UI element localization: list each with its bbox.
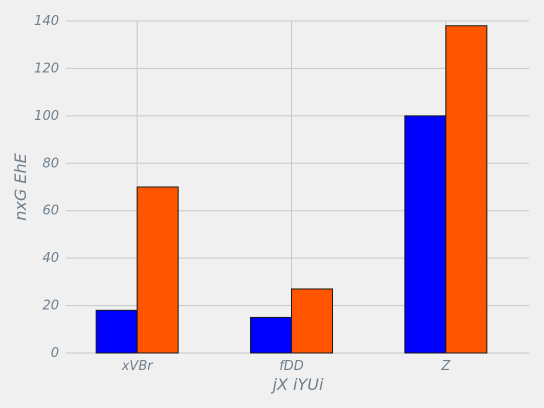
y-tick-label: 60	[42, 204, 59, 219]
y-tick-label: 120	[34, 61, 59, 76]
y-tick-label: 100	[34, 109, 59, 124]
x-tick-labels: xVBr fDD Z	[121, 359, 452, 374]
y-tick-label: 140	[34, 14, 59, 29]
y-tick-label: 40	[42, 251, 59, 266]
y-tick-label: 80	[42, 156, 59, 171]
y-tick-label: 0	[51, 346, 59, 361]
bar-series-1-fDD	[250, 316, 292, 354]
bar-series-1-Z	[404, 115, 447, 354]
y-tick-label: 20	[42, 299, 59, 314]
bar-series-2-xVBr	[136, 186, 179, 354]
bar-series-2-Z	[445, 25, 488, 354]
x-tick-label: Z	[440, 359, 451, 374]
x-axis-title: jX iYUi	[271, 375, 324, 394]
x-tick-label: xVBr	[121, 359, 155, 374]
bar-series-1-xVBr	[95, 309, 138, 354]
y-axis-title: nxG EhE	[11, 152, 30, 220]
bars	[95, 25, 488, 354]
y-tick-labels: 0 20 40 60 80 100 120 140	[34, 14, 59, 361]
x-tick-label: fDD	[279, 359, 304, 374]
bar-series-2-fDD	[291, 288, 333, 354]
